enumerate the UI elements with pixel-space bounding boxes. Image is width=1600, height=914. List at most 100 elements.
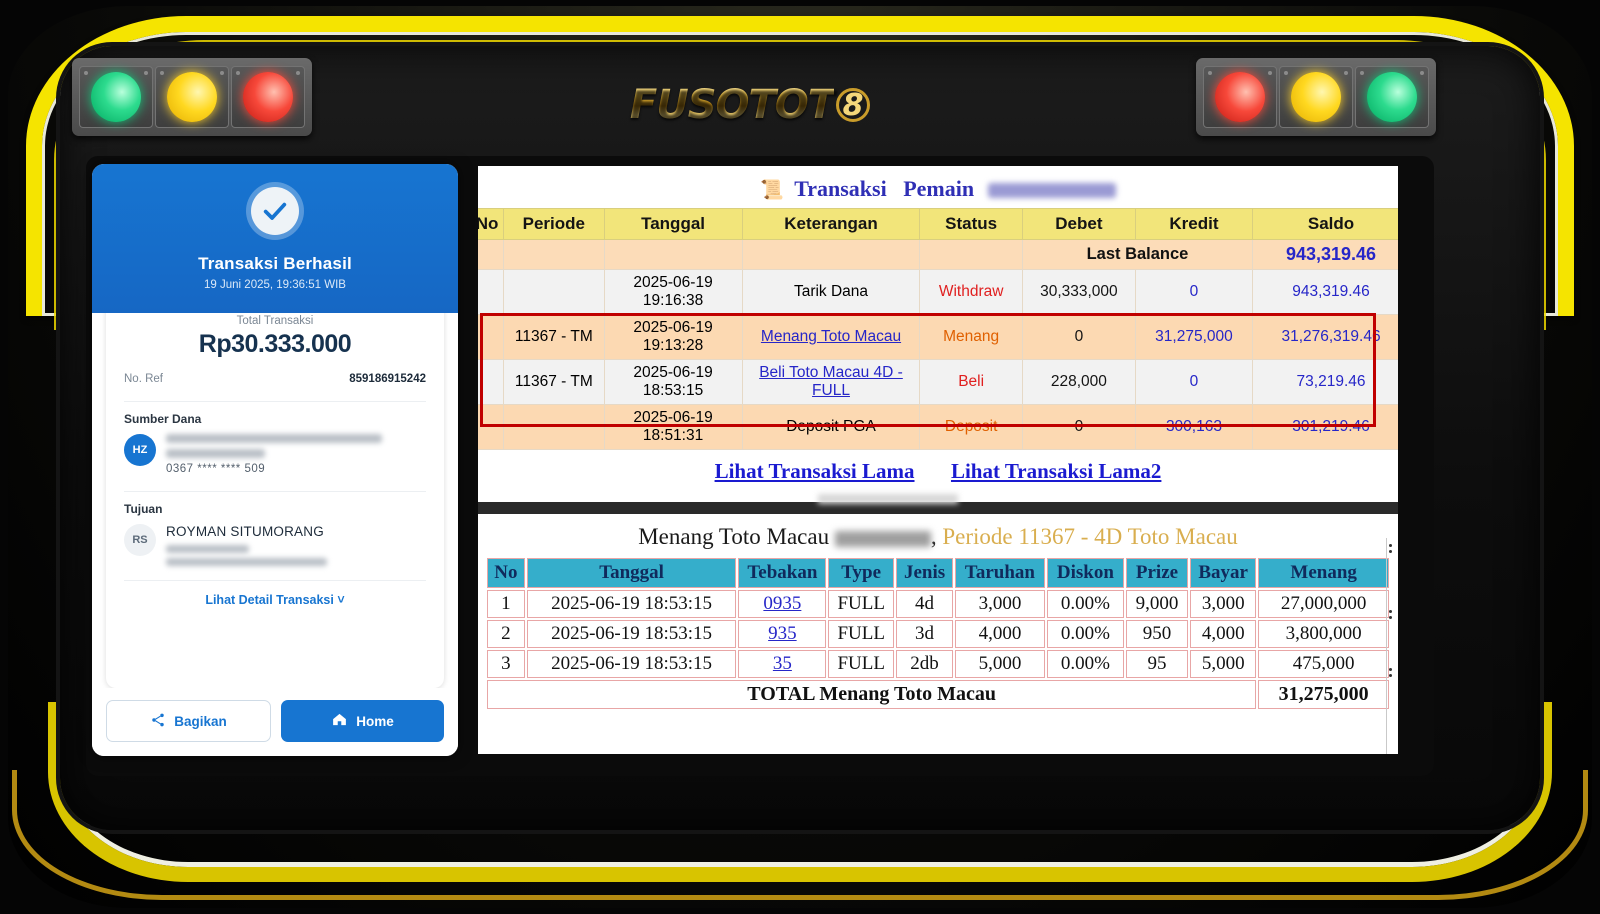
wcell-menang: 3,800,000 xyxy=(1258,620,1389,648)
wcell-jenis: 3d xyxy=(896,620,954,648)
transaction-receipt-card: Transaksi Berhasil 19 Juni 2025, 19:36:5… xyxy=(92,164,458,756)
traffic-lights-left xyxy=(72,58,312,136)
last-balance-value: 943,319.46 xyxy=(1252,239,1398,270)
winning-details-table: No Tanggal Tebakan Type Jenis Taruhan Di… xyxy=(485,556,1391,711)
receipt-icon: 📜 xyxy=(760,180,785,201)
cell-status: Deposit xyxy=(919,404,1023,450)
view-transaction-detail-label: Lihat Detail Transaksi xyxy=(205,593,334,607)
lb-pad-5 xyxy=(919,239,1023,270)
panel-title: 📜 Transaksi Pemain xyxy=(478,166,1398,208)
cell-tanggal: 2025-06-19 19:13:28 xyxy=(603,314,743,360)
reference-label: No. Ref xyxy=(124,373,163,385)
source-lines: 0367 **** **** 509 xyxy=(166,434,426,475)
source-avatar: HZ xyxy=(124,434,156,466)
lamp-cell-right-2 xyxy=(1279,66,1353,128)
lamp-cell-left-1 xyxy=(79,66,153,128)
site-logo[interactable]: FUSOTOT 8 xyxy=(628,72,872,138)
lamp-cell-right-1 xyxy=(1203,66,1277,128)
lamp-cell-right-3 xyxy=(1355,66,1429,128)
cell-tanggal: 2025-06-19 18:51:31 xyxy=(603,404,743,450)
wcell-diskon: 0.00% xyxy=(1046,650,1124,678)
wcell-tebakan[interactable]: 935 xyxy=(738,620,827,648)
cell-keterangan: Tarik Dana xyxy=(741,269,921,315)
winning-total-value: 31,275,000 xyxy=(1258,680,1389,709)
wth-menang: Menang xyxy=(1258,558,1389,588)
table-row[interactable]: 11367 - TM 2025-06-19 19:13:28 Menang To… xyxy=(478,314,1398,360)
table-row[interactable]: 2025-06-19 19:16:38 Tarik Dana Withdraw … xyxy=(478,269,1398,315)
destination-label: Tujuan xyxy=(124,502,163,516)
success-check-ring xyxy=(246,182,304,240)
yellow-lamp-icon xyxy=(1291,72,1341,122)
winning-title-separator: , xyxy=(930,524,937,549)
wcell-prize: 95 xyxy=(1125,650,1189,678)
cell-tanggal: 2025-06-19 18:53:15 xyxy=(603,359,743,405)
receipt-actions: Bagikan Home xyxy=(92,688,458,756)
destination-section: Tujuan RS ROYMAN SITUMORANG xyxy=(124,491,426,566)
cell-no xyxy=(478,359,505,405)
vertical-scrollbar[interactable] xyxy=(1386,538,1394,754)
tebakan-link[interactable]: 35 xyxy=(772,653,792,674)
table-row[interactable]: 2 2025-06-19 18:53:15 935 FULL 3d 4,000 … xyxy=(487,620,1389,648)
cell-debet: 0 xyxy=(1021,314,1136,360)
home-icon xyxy=(331,711,348,731)
cell-no xyxy=(478,269,505,315)
lb-pad-3 xyxy=(603,239,743,270)
cell-periode xyxy=(503,269,605,315)
table-row[interactable]: 2025-06-19 18:51:31 Deposit PGA Deposit … xyxy=(478,404,1398,450)
cell-debet: 0 xyxy=(1021,404,1136,450)
cell-periode xyxy=(503,404,605,450)
th-periode: Periode xyxy=(503,208,605,240)
last-balance-row: Last Balance 943,319.46 xyxy=(478,239,1398,270)
wcell-diskon: 0.00% xyxy=(1046,620,1124,648)
keterangan-link[interactable]: Beli Toto Macau 4D - FULL xyxy=(759,364,903,399)
tebakan-link[interactable]: 935 xyxy=(768,623,797,644)
share-button[interactable]: Bagikan xyxy=(106,700,271,742)
receipt-detail-card: Total Transaksi Rp30.333.000 No. Ref 859… xyxy=(106,301,444,688)
wcell-menang: 475,000 xyxy=(1258,650,1389,678)
destination-account-redacted xyxy=(166,558,328,566)
table-row[interactable]: 1 2025-06-19 18:53:15 0935 FULL 4d 3,000… xyxy=(487,590,1389,618)
cell-keterangan[interactable]: Menang Toto Macau xyxy=(741,314,921,360)
tebakan-link[interactable]: 0935 xyxy=(763,593,802,614)
wcell-bayar: 4,000 xyxy=(1190,620,1257,648)
wcell-taruhan: 3,000 xyxy=(955,590,1045,618)
lamp-cell-left-3 xyxy=(231,66,305,128)
wth-prize: Prize xyxy=(1125,558,1189,588)
lihat-transaksi-lama-link[interactable]: Lihat Transaksi Lama xyxy=(714,459,915,483)
view-transaction-detail-link[interactable]: Lihat Detail Transaksi ˅ xyxy=(124,580,426,607)
table-row[interactable]: 11367 - TM 2025-06-19 18:53:15 Beli Toto… xyxy=(478,359,1398,405)
wth-bayar: Bayar xyxy=(1190,558,1257,588)
wcell-type: FULL xyxy=(828,590,895,618)
wcell-tebakan[interactable]: 0935 xyxy=(738,590,827,618)
logo-badge-8: 8 xyxy=(836,88,871,123)
source-label: Sumber Dana xyxy=(124,412,202,426)
destination-avatar: RS xyxy=(124,524,156,556)
wcell-bayar: 5,000 xyxy=(1190,650,1257,678)
cell-kredit: 0 xyxy=(1134,269,1254,315)
cell-tanggal: 2025-06-19 19:16:38 xyxy=(603,269,743,315)
table-row[interactable]: 3 2025-06-19 18:53:15 35 FULL 2db 5,000 … xyxy=(487,650,1389,678)
cell-keterangan[interactable]: Beli Toto Macau 4D - FULL xyxy=(741,359,921,405)
wcell-bayar: 3,000 xyxy=(1190,590,1257,618)
wcell-no: 3 xyxy=(487,650,525,678)
lihat-transaksi-lama2-link[interactable]: Lihat Transaksi Lama2 xyxy=(950,459,1162,483)
wcell-taruhan: 5,000 xyxy=(955,650,1045,678)
th-debet: Debet xyxy=(1021,208,1136,240)
source-name-redacted xyxy=(166,449,265,458)
wcell-diskon: 0.00% xyxy=(1046,590,1124,618)
source-account: HZ 0367 **** **** 509 xyxy=(124,434,426,475)
wth-tanggal: Tanggal xyxy=(526,558,737,588)
home-button[interactable]: Home xyxy=(281,700,444,742)
wth-type: Type xyxy=(828,558,895,588)
th-status: Status xyxy=(919,208,1023,240)
cell-no xyxy=(478,404,505,450)
destination-bank-redacted xyxy=(166,545,250,553)
wcell-jenis: 4d xyxy=(896,590,954,618)
wcell-type: FULL xyxy=(828,650,895,678)
destination-account: RS ROYMAN SITUMORANG xyxy=(124,524,426,566)
reference-value: 859186915242 xyxy=(349,373,426,385)
wcell-jenis: 2db xyxy=(896,650,954,678)
panel-title-part2: Pemain xyxy=(903,176,975,201)
wcell-tebakan[interactable]: 35 xyxy=(738,650,827,678)
keterangan-link[interactable]: Menang Toto Macau xyxy=(760,328,902,345)
